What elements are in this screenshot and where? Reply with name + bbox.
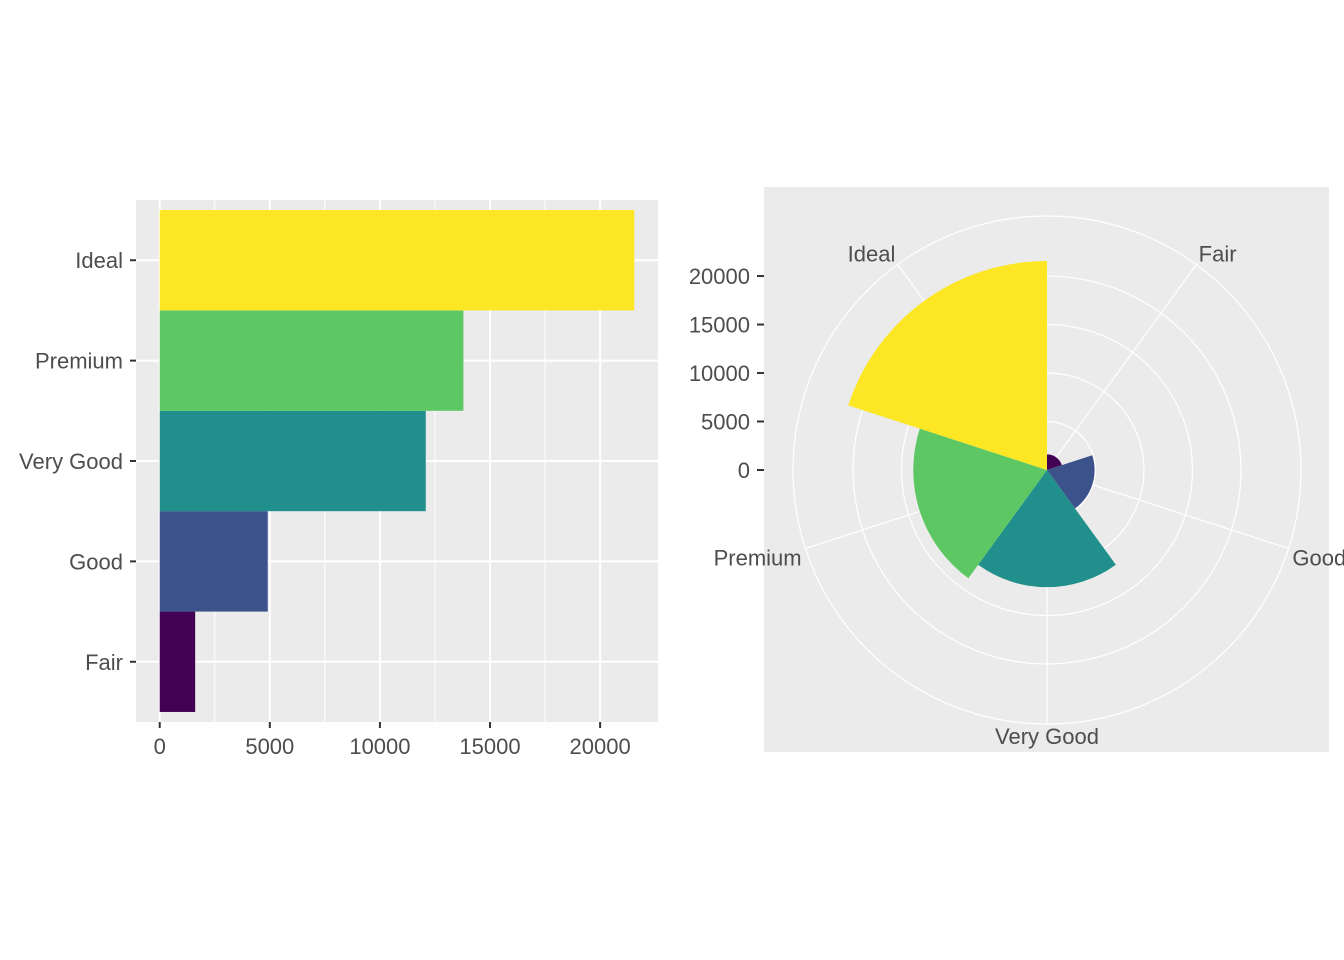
bar-good [159,511,268,612]
x-tick-label: 15000 [459,734,520,759]
polar-label-ideal: Ideal [848,241,896,266]
y-tick-label-premium: Premium [35,349,123,374]
x-tick-label: 20000 [570,734,631,759]
polar-spoke [1046,264,1197,471]
bar-premium [159,310,464,411]
wedge-good [1047,455,1095,509]
wedge-fair [1047,454,1062,470]
polar-chart-category-labels: Fair Good Very Good Premium Ideal [714,241,1344,749]
polar-outer-ring [792,215,1302,725]
r-tick-label: 15000 [689,313,750,338]
polar-chart-radial-axis: 0 5000 10000 15000 20000 [689,264,764,483]
wedge-premium [913,428,1047,579]
horizontal-bar-chart: Fair Good Very Good Premium Ideal 0 5000 10000… [19,200,658,759]
polar-bar-chart: Fair Good Very Good Premium Ideal 0 5000 10000… [689,187,1344,752]
bar-ideal [159,210,635,311]
polar-label-very-good: Very Good [995,724,1099,749]
polar-label-good: Good [1292,546,1344,571]
bar-chart-y-axis: Fair Good Very Good Premium Ideal [19,248,136,675]
wedge-very-good [978,470,1116,588]
polar-label-fair: Fair [1199,241,1237,266]
x-tick-label: 0 [154,734,166,759]
polar-label-premium: Premium [714,546,802,571]
y-tick-label-good: Good [69,549,123,574]
r-tick-label: 5000 [701,410,750,435]
r-tick-label: 20000 [689,264,750,289]
bar-fair [159,611,196,712]
x-tick-label: 5000 [245,734,294,759]
bar-very-good [159,410,426,512]
y-tick-label-very-good: Very Good [19,449,123,474]
r-tick-label: 10000 [689,361,750,386]
bar-chart-x-axis: 0 5000 10000 15000 20000 [154,722,631,759]
wedge-ideal [848,261,1047,470]
r-tick-label: 0 [738,458,750,483]
bar-chart-bars [159,210,635,712]
y-tick-label-fair: Fair [85,650,123,675]
x-tick-label: 10000 [349,734,410,759]
polar-chart-wedges [848,261,1116,588]
y-tick-label-ideal: Ideal [75,248,123,273]
